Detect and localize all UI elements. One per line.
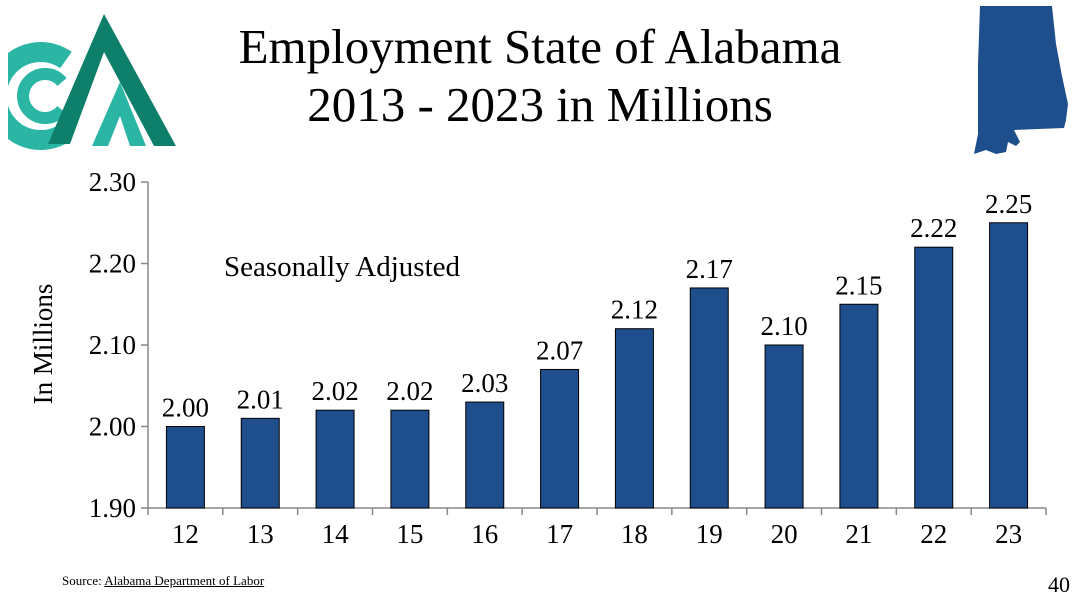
y-tick-label: 2.30 xyxy=(89,167,136,197)
data-label: 2.25 xyxy=(985,189,1032,219)
x-tick-label: 17 xyxy=(546,519,573,549)
bar xyxy=(764,344,804,509)
bar xyxy=(614,328,654,509)
x-tick-label: 18 xyxy=(621,519,648,549)
data-label: 2.02 xyxy=(311,376,358,406)
x-tick-label: 15 xyxy=(396,519,423,549)
chart-annotation: Seasonally Adjusted xyxy=(224,251,461,283)
data-label: 2.00 xyxy=(162,393,209,423)
bar xyxy=(240,417,280,509)
data-label: 2.10 xyxy=(760,311,807,341)
bar xyxy=(390,409,430,509)
plot-area: 1.90 2.00 2.10 2.20 2.30 2.00 12 2.01 13 2.02 14 2.… xyxy=(89,167,1047,549)
x-tick-label: 16 xyxy=(471,519,498,549)
data-label: 2.17 xyxy=(686,254,733,284)
bar xyxy=(839,303,879,509)
bar-chart: In Millions Seasonally Adjusted 1.90 2.00… xyxy=(28,167,1047,549)
bar xyxy=(540,368,580,509)
page-number: 40 xyxy=(1048,572,1070,597)
x-tick-label: 20 xyxy=(771,519,798,549)
bar xyxy=(165,426,205,509)
data-label: 2.15 xyxy=(835,270,882,300)
y-tick-label: 1.90 xyxy=(89,493,136,523)
data-label: 2.01 xyxy=(237,384,284,414)
x-tick-label: 12 xyxy=(172,519,199,549)
bar xyxy=(689,287,729,509)
source-note: Source: Alabama Department of Labor xyxy=(62,573,264,589)
data-label: 2.03 xyxy=(461,368,508,398)
bar xyxy=(465,401,505,509)
x-tick-label: 22 xyxy=(920,519,947,549)
y-axis-label: In Millions xyxy=(28,284,58,405)
data-label: 2.07 xyxy=(536,335,583,365)
data-label: 2.02 xyxy=(386,376,433,406)
bar xyxy=(315,409,355,509)
source-link[interactable]: Alabama Department of Labor xyxy=(104,573,265,588)
alabama-map-icon xyxy=(974,6,1068,154)
x-tick-label: 14 xyxy=(322,519,350,549)
bar xyxy=(989,222,1029,509)
y-tick-label: 2.00 xyxy=(89,412,136,442)
bar xyxy=(914,246,954,509)
x-tick-label: 13 xyxy=(247,519,274,549)
title-line-1: Employment State of Alabama xyxy=(238,19,842,74)
source-prefix: Source: xyxy=(62,573,105,588)
x-tick-label: 19 xyxy=(696,519,723,549)
data-label: 2.22 xyxy=(910,213,957,243)
y-tick-label: 2.20 xyxy=(89,249,136,279)
title-line-2: 2013 - 2023 in Millions xyxy=(307,77,773,132)
chart-title: Employment State of Alabama 2013 - 2023 … xyxy=(160,18,920,134)
data-label: 2.12 xyxy=(611,295,658,325)
x-tick-label: 21 xyxy=(845,519,872,549)
x-tick-label: 23 xyxy=(995,519,1022,549)
cm-logo-icon xyxy=(8,14,176,150)
y-tick-label: 2.10 xyxy=(89,330,136,360)
